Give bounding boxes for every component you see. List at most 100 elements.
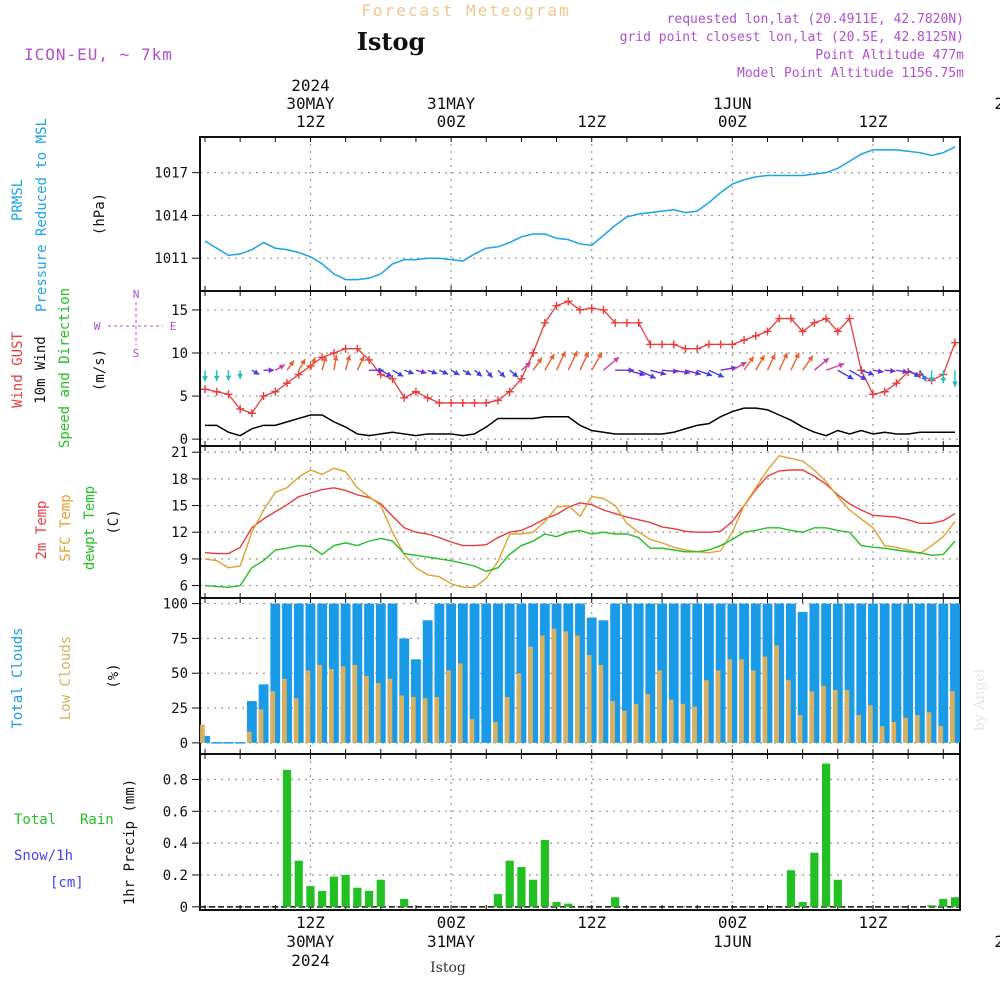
total-cloud-bar: [305, 603, 316, 743]
low-cloud-bar: [680, 703, 686, 743]
gust-marker: [751, 331, 760, 340]
low-cloud-bar: [938, 726, 944, 743]
y-tick-label: 1017: [154, 166, 188, 182]
y-tick-label: 25: [171, 701, 188, 717]
wind-arrow-head: [560, 351, 566, 358]
total-cloud-bar: [364, 603, 374, 743]
wind-arrow-head: [759, 355, 765, 362]
low-cloud-bar: [246, 731, 252, 743]
low-cloud-bar: [575, 635, 580, 743]
low-cloud-bar: [610, 701, 615, 743]
wind-arrow-head: [431, 369, 438, 375]
y-tick-label: 0: [180, 900, 188, 916]
wind-arrow-head: [345, 354, 352, 361]
y-tick-label: 10: [171, 346, 188, 362]
bottom-time-label-date: 31MAY: [427, 932, 476, 951]
y-tick-label: 1011: [154, 251, 188, 267]
sfctemp-label: SFC Temp: [58, 494, 74, 561]
gust-marker: [329, 349, 338, 357]
gust-marker: [365, 355, 374, 364]
wind-arrow-head: [890, 367, 896, 374]
total-cloud-bar: [200, 735, 210, 743]
wind-arrow-head: [706, 371, 713, 377]
low-cloud-bar: [727, 659, 733, 743]
rain-bar: [833, 879, 842, 907]
low-cloud-bar: [200, 724, 205, 743]
gust-marker: [786, 314, 795, 323]
bottom-time-label-date: 1JUN: [713, 932, 752, 951]
gust-marker: [505, 387, 514, 396]
top-time-label-date: 2JUN: [994, 94, 1000, 113]
total-cloud-bar: [481, 603, 492, 743]
wind-arrow-head: [572, 350, 578, 357]
gust-marker: [822, 314, 831, 323]
location-title: Istog: [357, 27, 426, 56]
compass-s: S: [133, 347, 140, 360]
low-cloud-bar: [340, 666, 346, 743]
total-cloud-bar: [774, 603, 785, 743]
total-cloud-bar: [317, 603, 328, 743]
gust-marker: [728, 340, 737, 349]
y-tick-label: 0.4: [163, 836, 188, 852]
total-cloud-bar: [856, 603, 867, 743]
wind-line: [205, 407, 955, 437]
gust-marker: [482, 398, 491, 407]
wind-label: 10m Wind: [33, 336, 49, 403]
low-cloud-bar: [645, 694, 651, 743]
rain-bar: [798, 902, 807, 907]
wind-arrow-head: [536, 357, 542, 364]
gust-marker: [892, 379, 901, 388]
low-cloud-bar: [832, 689, 838, 743]
wind-arrow-head: [225, 375, 232, 381]
rain-bar: [517, 867, 526, 907]
low-cloud-bar: [305, 670, 311, 743]
gridpoint-coords: grid point closest lon,lat (20.5E, 42.81…: [620, 30, 964, 45]
gust-marker: [576, 305, 584, 314]
dewpt-label: dewpt Temp: [82, 486, 98, 570]
low-cloud-bar: [516, 673, 522, 743]
total-cloud-bar: [762, 603, 773, 743]
wind-arrow-head: [748, 356, 754, 363]
gust-marker: [552, 301, 561, 310]
panel-frame: [199, 290, 961, 447]
panel-5: 0 0.2 0.4 0.6 0.8: [163, 753, 961, 916]
gust-marker: [493, 396, 502, 405]
gust-marker: [810, 318, 819, 327]
gust-marker: [704, 340, 713, 349]
total-cloud-bar: [645, 603, 656, 743]
gust-marker: [716, 340, 725, 349]
gust-marker: [411, 387, 420, 396]
low-cloud-bar: [692, 706, 697, 743]
y-tick-label: 21: [171, 445, 188, 461]
gust-marker: [294, 370, 303, 379]
y-tick-label: 18: [171, 472, 188, 488]
low-cloud-bar: [598, 664, 604, 743]
wind-arrow-head: [397, 371, 404, 377]
wind-arrow-head: [486, 371, 493, 378]
wind-arrow-head: [385, 371, 392, 377]
y-tick-label: 15: [171, 303, 188, 319]
wind-arrow-head: [549, 353, 555, 360]
wind-arrow-head: [928, 377, 935, 383]
wind-arrow-head: [499, 371, 506, 378]
low-cloud-bar: [926, 712, 932, 743]
total-cloud-bar: [328, 603, 339, 743]
total-cloud-bar: [809, 603, 820, 743]
low-cloud-bar: [375, 682, 381, 743]
requested-coords: requested lon,lat (20.4911E, 42.7820N): [667, 12, 964, 27]
total-cloud-bar: [633, 603, 644, 743]
low-clouds-label: Low Clouds: [58, 636, 74, 720]
low-cloud-bar: [914, 715, 920, 743]
total-cloud-bar: [539, 603, 550, 743]
total-cloud-bar: [422, 620, 433, 743]
precip-rain-label: Rain: [80, 812, 114, 828]
gust-marker: [564, 297, 573, 306]
gust-marker: [283, 379, 292, 388]
low-cloud-bar: [270, 691, 276, 743]
gust-marker: [341, 344, 350, 353]
low-cloud-bar: [258, 709, 264, 743]
wind-arrow-head: [476, 370, 482, 377]
y-tick-label: 100: [163, 597, 188, 613]
low-cloud-bar: [809, 691, 815, 743]
gust-marker: [271, 387, 280, 396]
